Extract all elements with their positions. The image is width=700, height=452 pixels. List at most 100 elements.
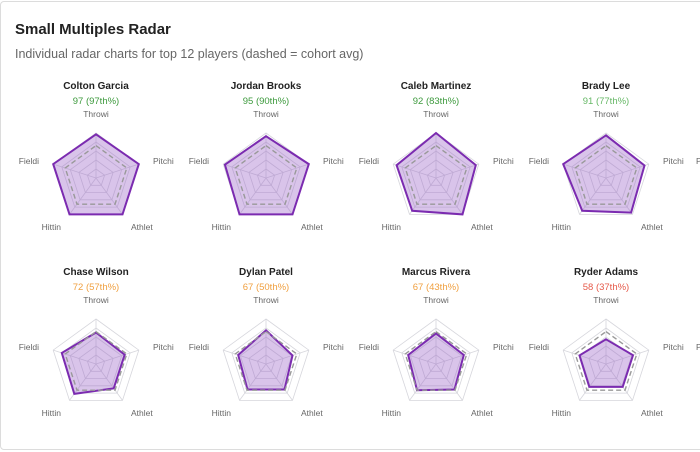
axis-label-hittin: Hittin xyxy=(42,408,62,418)
grid-spoke xyxy=(435,349,479,365)
radar-chart-caleb-martinez: Caleb Martinez 92 (83th%) Throwi Pitchi Athl… xyxy=(359,81,514,232)
radar-chart-dylan-patel: Dylan Patel 67 (50th%) Throwi Pitchi Athlet H… xyxy=(189,267,344,418)
player-name: Caleb Martinez xyxy=(401,81,472,92)
grid-ring xyxy=(86,354,106,372)
axis-label-hittin: Hittin xyxy=(382,222,402,232)
axis-label-fieldi: Fieldi xyxy=(359,156,379,166)
grid-spoke xyxy=(393,349,437,365)
chart-subtitle: Individual radar charts for top 12 playe… xyxy=(15,47,364,61)
grid-spoke xyxy=(579,363,607,401)
player-polygon xyxy=(237,328,294,391)
grid-ring xyxy=(256,354,276,372)
grid-ring xyxy=(61,141,131,208)
player-polygon xyxy=(578,338,635,388)
radar-chart-ryder-adams: Ryder Adams 58 (37th%) Throwi Pitchi Athlet H… xyxy=(529,267,684,418)
grid-spoke xyxy=(605,363,633,401)
grid-ring xyxy=(409,150,463,201)
grid-ring xyxy=(248,345,284,380)
grid-ring xyxy=(239,150,293,201)
axis-label-athlet: Athlet xyxy=(301,408,323,418)
player-score: 67 (43th%) xyxy=(413,282,459,293)
grid-spoke xyxy=(563,349,607,365)
grid-ring xyxy=(588,345,624,380)
grid-spoke xyxy=(265,177,293,215)
player-score: 67 (50th%) xyxy=(243,282,289,293)
grid-spoke xyxy=(223,349,267,365)
radar-chart-marcus-rivera: Marcus Rivera 67 (43th%) Throwi Pitchi Athle… xyxy=(359,267,514,418)
grid-spoke xyxy=(605,163,649,179)
radar-chart-colton-garcia: Colton Garcia 97 (97th%) Throwi Pitchi Athle… xyxy=(19,81,174,232)
axis-label-pitchi: Pitchi xyxy=(663,342,684,352)
grid-spoke xyxy=(265,163,309,179)
grid-ring xyxy=(69,336,123,387)
grid-spoke xyxy=(95,177,123,215)
grid-spoke xyxy=(265,363,293,401)
grid-ring xyxy=(401,141,471,208)
grid-ring xyxy=(588,159,624,194)
chart-title: Small Multiples Radar xyxy=(15,21,171,38)
player-name: Colton Garcia xyxy=(63,81,129,92)
grid-ring xyxy=(401,327,471,394)
grid-ring xyxy=(426,168,446,186)
cut-off-axis-label: P xyxy=(696,342,700,352)
grid-spoke xyxy=(95,363,123,401)
grid-ring xyxy=(426,354,446,372)
grid-ring xyxy=(222,318,310,401)
grid-ring xyxy=(248,159,284,194)
player-score: 91 (77th%) xyxy=(583,96,629,107)
player-polygon xyxy=(395,131,477,216)
grid-ring xyxy=(571,327,641,394)
player-score: 92 (83th%) xyxy=(413,96,459,107)
player-name: Jordan Brooks xyxy=(231,81,302,92)
grid-spoke xyxy=(563,163,607,179)
grid-ring xyxy=(409,336,463,387)
grid-ring xyxy=(239,336,293,387)
axis-label-hittin: Hittin xyxy=(552,222,572,232)
axis-label-throwi: Throwi xyxy=(593,295,619,305)
grid-spoke xyxy=(95,163,139,179)
axis-label-hittin: Hittin xyxy=(552,408,572,418)
grid-spoke xyxy=(69,177,97,215)
grid-ring xyxy=(562,318,650,401)
grid-spoke xyxy=(605,349,649,365)
player-score: 97 (97th%) xyxy=(73,96,119,107)
grid-ring xyxy=(392,132,480,215)
grid-spoke xyxy=(435,163,479,179)
axis-label-pitchi: Pitchi xyxy=(493,156,514,166)
axis-label-hittin: Hittin xyxy=(212,408,232,418)
player-name: Brady Lee xyxy=(582,81,631,92)
axis-label-pitchi: Pitchi xyxy=(663,156,684,166)
axis-label-throwi: Throwi xyxy=(423,295,449,305)
grid-spoke xyxy=(53,349,97,365)
axis-label-hittin: Hittin xyxy=(42,222,62,232)
axis-label-fieldi: Fieldi xyxy=(529,156,549,166)
axis-label-pitchi: Pitchi xyxy=(153,342,174,352)
axis-label-hittin: Hittin xyxy=(382,408,402,418)
axis-label-throwi: Throwi xyxy=(423,109,449,119)
grid-spoke xyxy=(435,177,463,215)
grid-spoke xyxy=(409,363,437,401)
grid-spoke xyxy=(265,349,309,365)
grid-spoke xyxy=(223,163,267,179)
grid-ring xyxy=(52,318,140,401)
radar-chart-brady-lee: Brady Lee 91 (77th%) Throwi Pitchi Athlet Hit… xyxy=(529,81,684,232)
grid-spoke xyxy=(239,177,267,215)
axis-label-throwi: Throwi xyxy=(253,295,279,305)
axis-label-athlet: Athlet xyxy=(471,408,493,418)
player-name: Ryder Adams xyxy=(574,267,639,278)
grid-ring xyxy=(69,150,123,201)
grid-ring xyxy=(78,159,114,194)
player-polygon xyxy=(52,133,140,216)
axis-label-athlet: Athlet xyxy=(131,222,153,232)
grid-spoke xyxy=(409,177,437,215)
grid-ring xyxy=(78,345,114,380)
grid-ring xyxy=(571,141,641,208)
axis-label-pitchi: Pitchi xyxy=(153,156,174,166)
grid-ring xyxy=(418,345,454,380)
grid-ring xyxy=(86,168,106,186)
axis-label-throwi: Throwi xyxy=(253,109,279,119)
grid-spoke xyxy=(579,177,607,215)
axis-label-fieldi: Fieldi xyxy=(189,342,209,352)
